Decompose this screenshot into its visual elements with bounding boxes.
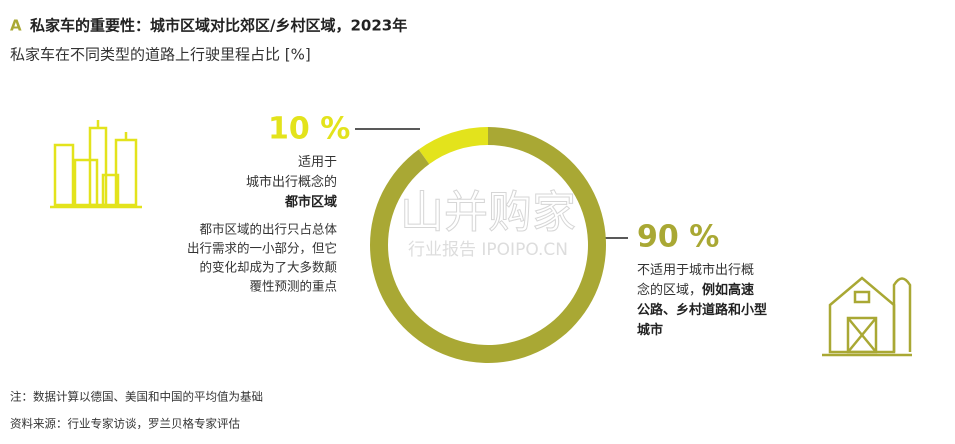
value-label: 90 % — [637, 220, 719, 255]
description-bold: 城市 — [637, 322, 663, 338]
description-text: 适用于 — [298, 155, 337, 170]
source: 资料来源：行业专家访谈，罗兰贝格专家评估 — [10, 417, 240, 431]
description-note: 出行需求的一小部分，但它 — [187, 241, 337, 256]
description-line: 城市 — [637, 322, 663, 338]
farm-icon — [822, 276, 912, 357]
city-icon — [50, 120, 142, 209]
description-line: 适用于 — [298, 155, 337, 170]
description-note: 覆性预测的重点 — [249, 279, 337, 294]
description-line: 都市区域 — [284, 194, 337, 210]
description-text: 不适用于城市出行概 — [637, 262, 754, 278]
description-note: 都市区域的出行只占总体 — [199, 222, 337, 237]
chart-subtitle: 私家车在不同类型的道路上行驶里程占比 [%] — [10, 46, 311, 64]
chart-title: 私家车的重要性：城市区域对比郊区/乡村区域，2023年 — [29, 17, 407, 35]
description-line: 念的区域，例如高速 — [637, 282, 754, 298]
value-label: 10 % — [268, 112, 350, 147]
description-line: 城市出行概念的 — [246, 174, 337, 190]
description-line: 公路、乡村道路和小型 — [637, 302, 767, 318]
description-text: 城市出行概念的 — [246, 174, 337, 190]
panel-label: A — [10, 17, 22, 35]
description-bold: 都市区域 — [284, 194, 337, 210]
description-bold: 公路、乡村道路和小型 — [637, 302, 767, 318]
watermark: 行业报告 IPOIPO.CN — [408, 240, 568, 260]
description-text: 念的区域， — [637, 282, 702, 298]
description-note: 的变化却成为了大多数颠 — [199, 260, 337, 275]
description-line: 不适用于城市出行概 — [637, 262, 754, 278]
description-bold: 例如高速 — [702, 282, 754, 298]
footnote: 注：数据计算以德国、美国和中国的平均值为基础 — [10, 390, 263, 404]
watermark: 山并购家 — [400, 187, 576, 238]
donut-slice — [418, 126, 488, 165]
